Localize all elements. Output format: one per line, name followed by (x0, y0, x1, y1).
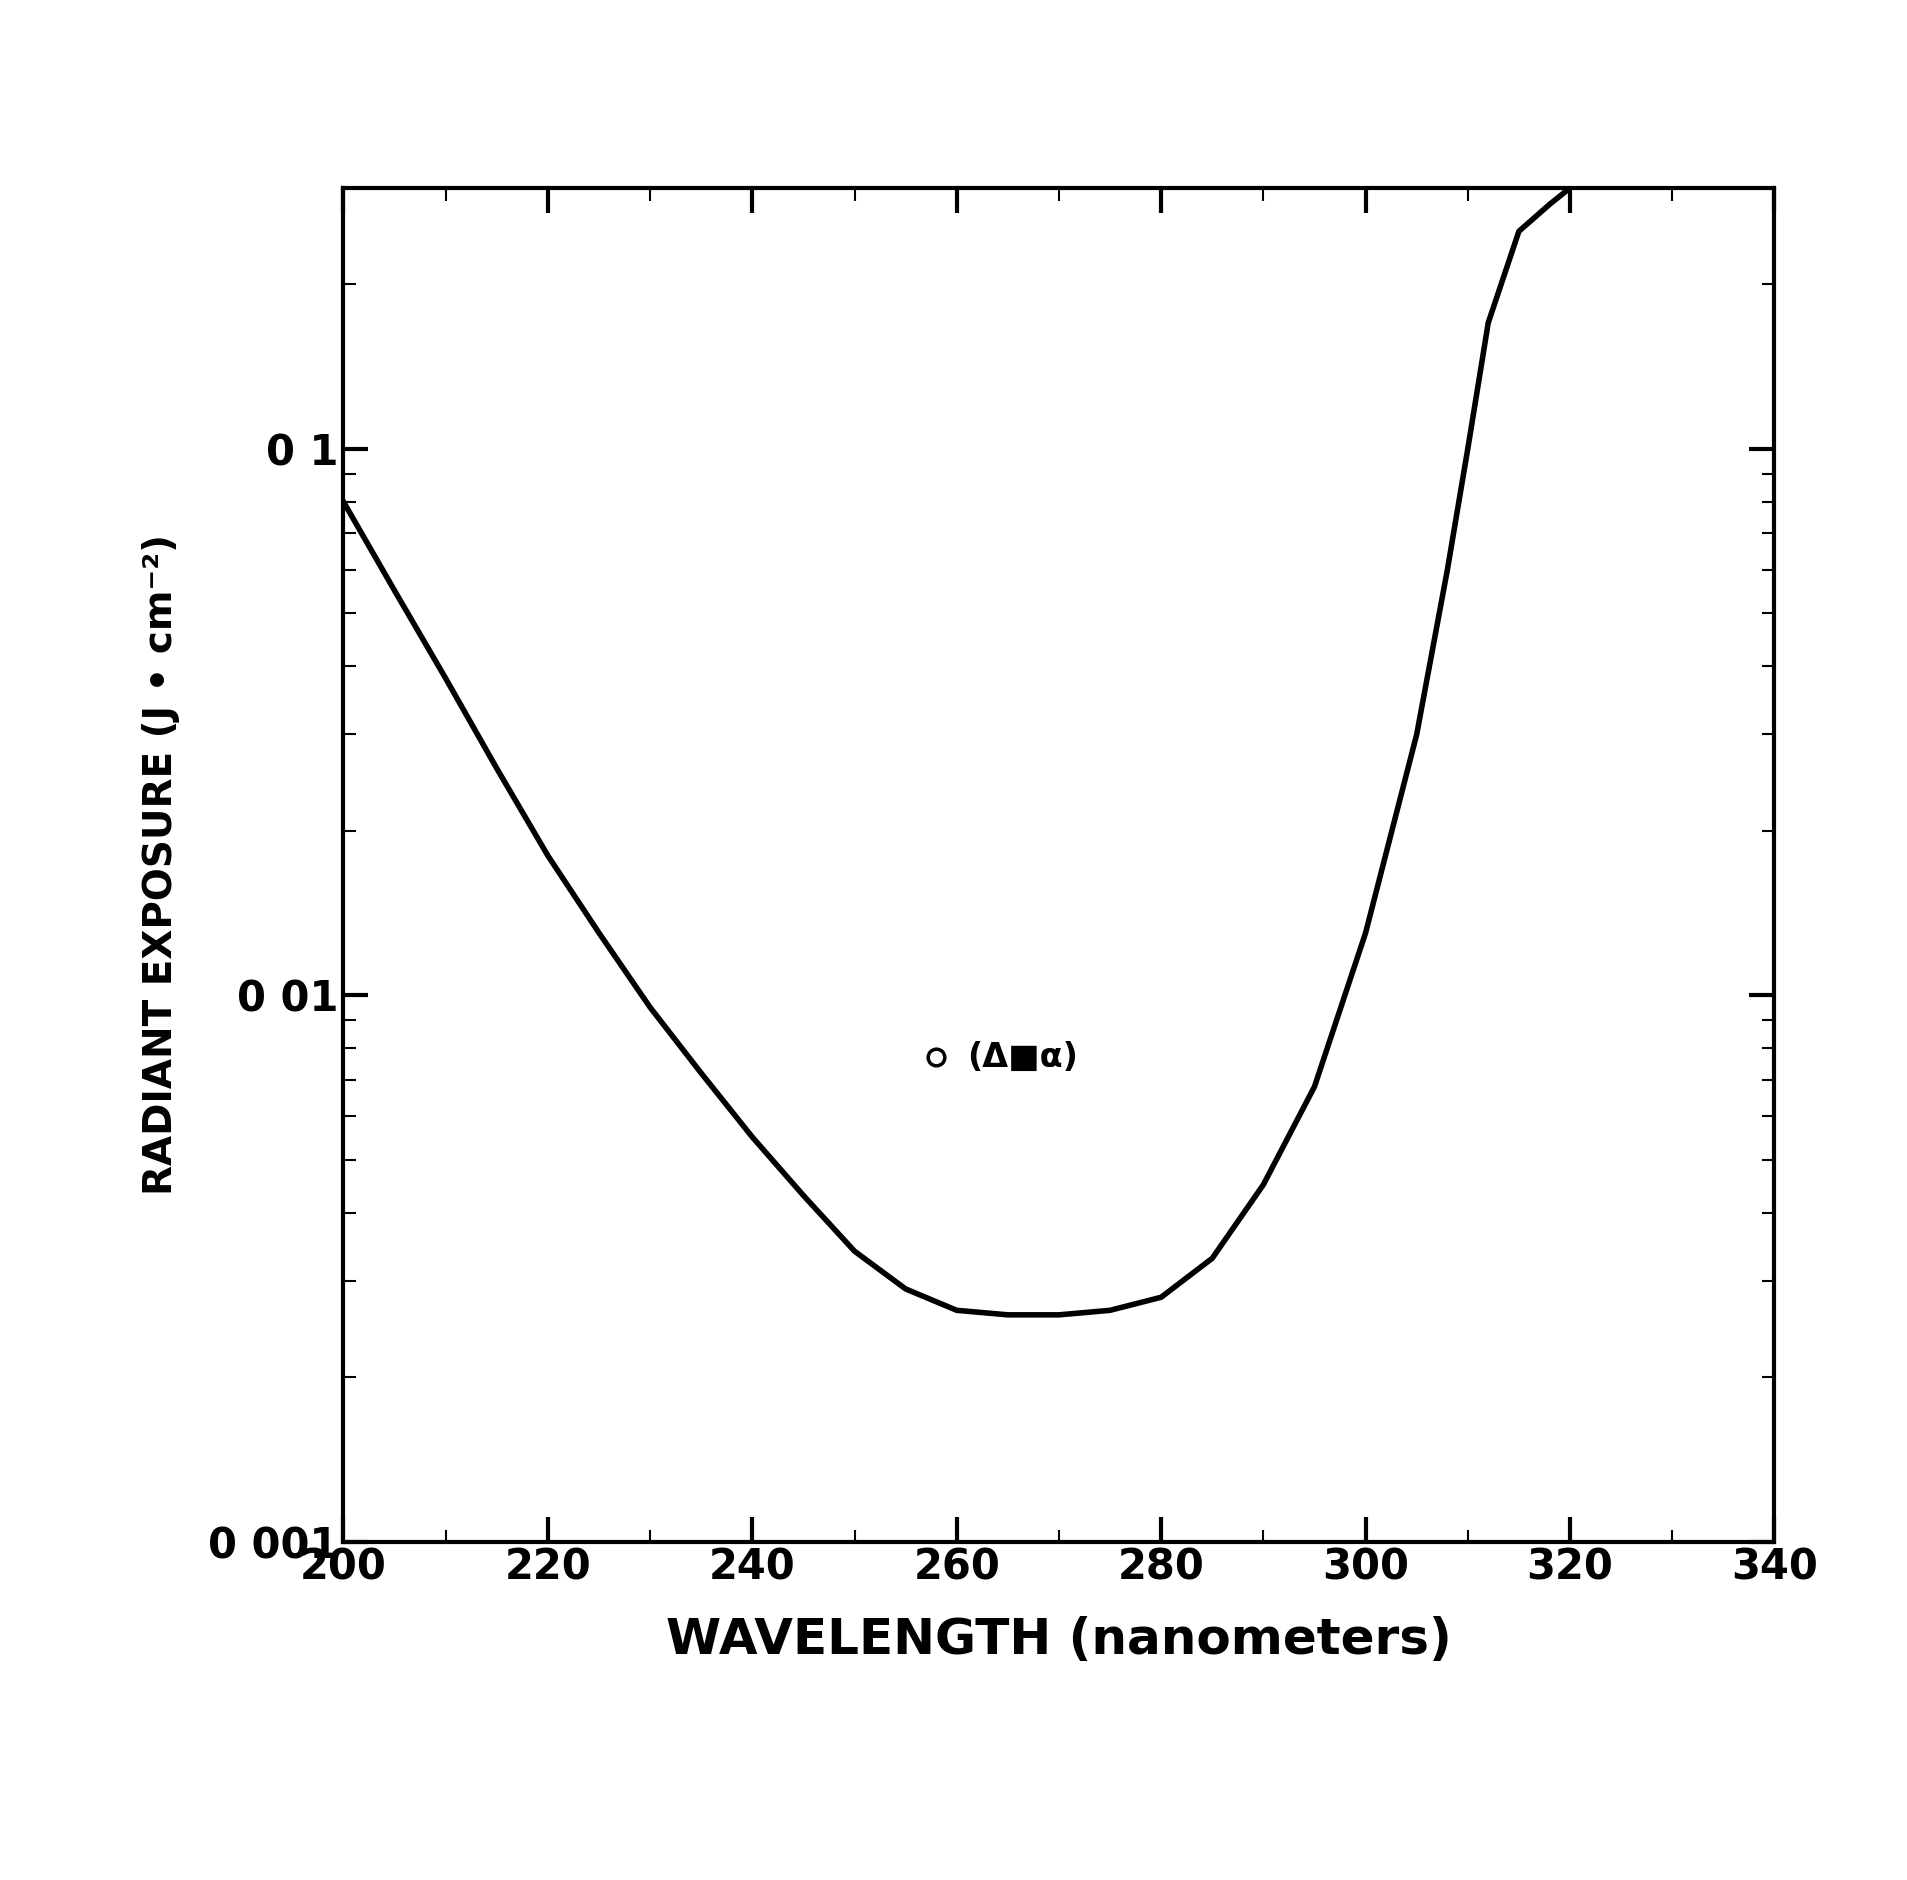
Text: (Δ■α): (Δ■α) (967, 1042, 1077, 1073)
X-axis label: WAVELENGTH (nanometers): WAVELENGTH (nanometers) (666, 1617, 1451, 1664)
Y-axis label: RADIANT EXPOSURE (J • cm⁻²): RADIANT EXPOSURE (J • cm⁻²) (143, 534, 179, 1196)
